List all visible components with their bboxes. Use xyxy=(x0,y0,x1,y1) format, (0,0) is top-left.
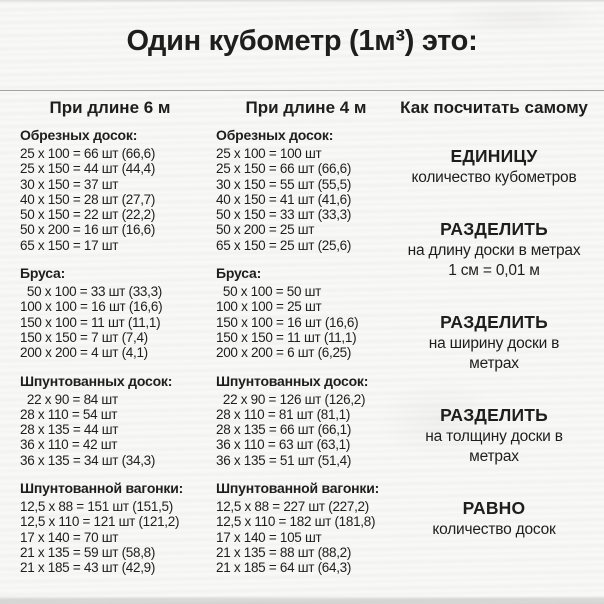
spec-row: 28 x 110 = 54 шт xyxy=(20,406,118,422)
spec-row: 36 x 110 = 63 шт (63,1) xyxy=(216,437,351,453)
calc-step: РАВНО количество досок xyxy=(394,497,594,541)
spec-row: 30 x 150 = 37 шт xyxy=(20,176,119,192)
spec-row: 150 x 150 = 11 шт (11,1) xyxy=(216,329,357,345)
spec-row: 21 x 135 = 88 шт (88,2) xyxy=(216,544,352,560)
spec-row: 30 x 150 = 55 шт (55,5) xyxy=(216,176,352,192)
step-keyword: ЕДИНИЦУ xyxy=(450,146,538,166)
spec-row: 50 x 150 = 22 шт (22,2) xyxy=(20,207,156,223)
spec-row: 50 x 200 = 16 шт (16,6) xyxy=(20,222,156,238)
lumber-section: Обрезных досок: 25 x 100 = 66 шт (66,6) 25… xyxy=(20,127,200,253)
spec-row: 36 x 110 = 42 шт xyxy=(20,437,118,453)
calc-steps: ЕДИНИЦУ количество кубометров РАЗДЕЛИТЬ на … xyxy=(394,145,594,540)
spec-row: 28 x 135 = 66 шт (66,1) xyxy=(216,422,352,438)
step-description-line: количество досок xyxy=(432,520,556,538)
spec-row: 50 x 150 = 33 шт (33,3) xyxy=(216,207,352,223)
spec-row: 200 x 200 = 4 шт (4,1) xyxy=(20,345,148,361)
step-keyword: РАЗДЕЛИТЬ xyxy=(440,404,548,425)
spec-row: 65 x 150 = 17 шт xyxy=(20,237,119,253)
column-how-to-calculate: Как посчитать самому ЕДИНИЦУ количество к… xyxy=(394,97,594,540)
step-description-line: на длину доски в метрах xyxy=(407,241,581,259)
spec-row: 22 x 90 = 126 шт (126,2) xyxy=(216,391,366,407)
spec-row: 50 x 200 = 25 шт xyxy=(216,222,315,238)
spec-row: 25 x 100 = 100 шт xyxy=(216,146,322,161)
spec-row: 22 x 90 = 84 шт xyxy=(20,391,118,407)
column-header-howto: Как посчитать самому xyxy=(400,98,588,117)
column-length-6m: При длине 6 м Обрезных досок: 25 x 100 = … xyxy=(20,97,200,588)
spec-row: 12,5 x 88 = 227 шт (227,2) xyxy=(216,499,369,515)
spec-row: 28 x 110 = 81 шт (81,1) xyxy=(216,406,351,422)
calc-step: РАЗДЕЛИТЬ на длину доски в метрах 1 см = 0… xyxy=(394,218,594,282)
spec-row: 65 x 150 = 25 шт (25,6) xyxy=(216,237,352,253)
step-description-line: 1 см = 0,01 м xyxy=(448,262,540,279)
spec-row: 17 x 140 = 70 шт xyxy=(20,529,119,545)
column-header-6m: При длине 6 м xyxy=(49,98,171,117)
step-keyword: РАВНО xyxy=(462,497,526,518)
spec-row: 50 x 100 = 50 шт xyxy=(216,284,322,300)
section-title: Бруса: xyxy=(216,265,262,282)
spec-row: 17 x 140 = 105 шт xyxy=(216,529,322,545)
spec-row: 40 x 150 = 41 шт (41,6) xyxy=(216,191,352,207)
lumber-section: Обрезных досок: 25 x 100 = 100 шт 25 x 150… xyxy=(216,127,396,253)
lumber-section: Бруса: 50 x 100 = 50 шт 100 x 100 = 25 шт… xyxy=(216,265,396,360)
step-description-line: метрах xyxy=(469,448,519,465)
spec-row: 25 x 150 = 44 шт (44,4) xyxy=(20,161,156,177)
lumber-sections-4m: Обрезных досок: 25 x 100 = 100 шт 25 x 150… xyxy=(216,127,396,576)
spec-row: 100 x 100 = 16 шт (16,6) xyxy=(20,299,163,315)
section-title: Шпунтованных досок: xyxy=(216,372,369,389)
section-title: Шпунтованных досок: xyxy=(20,372,173,389)
step-description-line: метрах xyxy=(469,355,519,372)
spec-row: 25 x 100 = 66 шт (66,6) xyxy=(20,146,156,161)
section-title: Обрезных досок: xyxy=(20,127,138,143)
column-header-4m: При длине 4 м xyxy=(245,98,367,117)
spec-row: 50 x 100 = 33 шт (33,3) xyxy=(20,284,162,300)
section-title: Обрезных досок: xyxy=(216,127,334,143)
step-description-line: на ширину доски в xyxy=(428,334,560,352)
page-title: Один кубометр (1м³) это: xyxy=(126,25,478,57)
spec-row: 200 x 200 = 6 шт (6,25) xyxy=(216,345,352,361)
spec-row: 12,5 x 88 = 151 шт (151,5) xyxy=(20,499,173,515)
calc-step: РАЗДЕЛИТЬ на толщину доски в метрах xyxy=(394,404,594,468)
spec-row: 21 x 135 = 59 шт (58,8) xyxy=(20,544,156,560)
spec-row: 25 x 150 = 66 шт (66,6) xyxy=(216,161,352,177)
calc-step: ЕДИНИЦУ количество кубометров xyxy=(394,145,594,189)
lumber-section: Шпунтованной вагонки: 12,5 x 88 = 227 шт … xyxy=(216,480,396,575)
spec-row: 36 x 135 = 51 шт (51,4) xyxy=(216,452,352,468)
spec-row: 100 x 100 = 25 шт xyxy=(216,299,322,315)
section-title: Шпунтованной вагонки: xyxy=(216,480,380,497)
calc-step: РАЗДЕЛИТЬ на ширину доски в метрах xyxy=(394,311,594,375)
step-keyword: РАЗДЕЛИТЬ xyxy=(440,311,548,332)
step-keyword: РАЗДЕЛИТЬ xyxy=(440,218,548,239)
lumber-section: Шпунтованной вагонки: 12,5 x 88 = 151 шт … xyxy=(20,480,200,575)
spec-row: 12,5 x 110 = 182 шт (181,8) xyxy=(216,514,376,530)
spec-row: 40 x 150 = 28 шт (27,7) xyxy=(20,191,156,207)
step-description-line: на толщину доски в xyxy=(425,427,563,445)
lumber-section: Шпунтованных досок: 22 x 90 = 126 шт (12… xyxy=(216,373,396,468)
lumber-section: Шпунтованных досок: 22 x 90 = 84 шт 28 x … xyxy=(20,373,200,468)
spec-row: 150 x 150 = 7 шт (7,4) xyxy=(20,329,148,345)
spec-row: 36 x 135 = 34 шт (34,3) xyxy=(20,452,156,468)
spec-row: 28 x 135 = 44 шт xyxy=(20,422,119,438)
step-description-line: количество кубометров xyxy=(411,169,577,186)
spec-row: 150 x 100 = 16 шт (16,6) xyxy=(216,314,359,330)
section-title: Бруса: xyxy=(20,265,66,282)
spec-row: 21 x 185 = 43 шт (42,9) xyxy=(20,560,156,576)
spec-row: 21 x 185 = 64 шт (64,3) xyxy=(216,560,352,576)
lumber-sections-6m: Обрезных досок: 25 x 100 = 66 шт (66,6) 25… xyxy=(20,127,200,576)
title-divider xyxy=(0,90,604,91)
section-title: Шпунтованной вагонки: xyxy=(20,480,184,497)
spec-row: 12,5 x 110 = 121 шт (121,2) xyxy=(20,514,180,530)
column-length-4m: При длине 4 м Обрезных досок: 25 x 100 = … xyxy=(216,97,396,588)
spec-row: 150 x 100 = 11 шт (11,1) xyxy=(20,314,161,330)
lumber-section: Бруса: 50 x 100 = 33 шт (33,3) 100 x 100 … xyxy=(20,265,200,360)
